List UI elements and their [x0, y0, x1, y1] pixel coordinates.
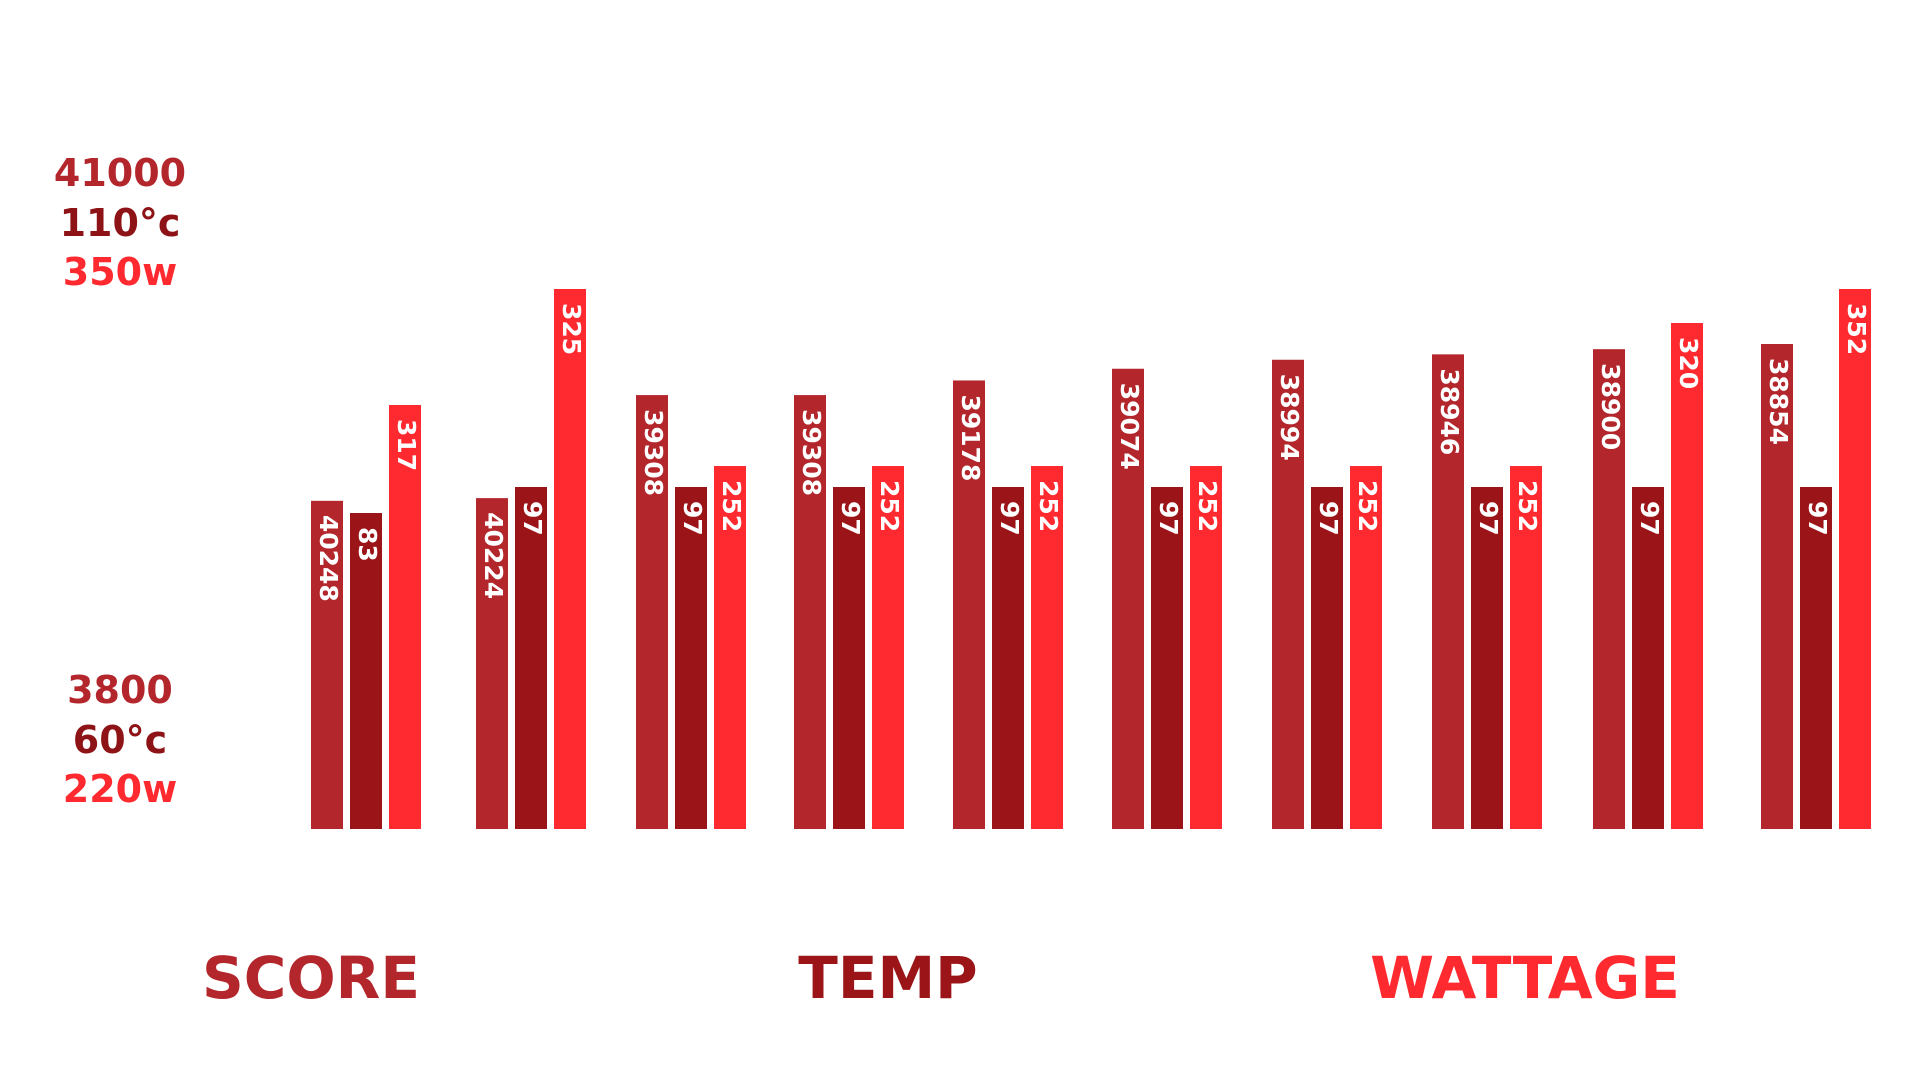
bar-label-wattage-7: 252 — [1353, 480, 1382, 532]
bar-label-score-4: 39308 — [797, 409, 826, 496]
bar-temp-3 — [675, 487, 707, 829]
bar-wattage-9 — [1671, 323, 1703, 829]
axis-min-label-temp: 60°c — [73, 718, 167, 762]
bar-score-7 — [1272, 359, 1304, 829]
bar-wattage-3 — [714, 466, 746, 829]
bar-label-score-9: 38900 — [1596, 363, 1625, 450]
bar-temp-9 — [1632, 487, 1664, 829]
bar-score-10 — [1761, 344, 1793, 829]
bar-temp-6 — [1151, 487, 1183, 829]
bar-label-wattage-4: 252 — [875, 480, 904, 532]
bar-label-wattage-9: 320 — [1674, 337, 1703, 389]
axis-max-label-temp: 110°c — [60, 201, 181, 245]
axis-min-label-score: 3800 — [67, 668, 173, 712]
bar-label-temp-5: 97 — [995, 501, 1024, 536]
legend-wattage: WATTAGE — [1370, 944, 1680, 1012]
bar-score-8 — [1432, 354, 1464, 829]
bar-wattage-5 — [1031, 466, 1063, 829]
bar-label-wattage-3: 252 — [717, 480, 746, 532]
bar-score-1 — [311, 500, 343, 829]
axis-max-label-score: 41000 — [54, 151, 186, 195]
legend-score: SCORE — [202, 944, 420, 1012]
bar-temp-7 — [1311, 487, 1343, 829]
bar-label-score-6: 39074 — [1115, 383, 1144, 470]
legend-temp: TEMP — [798, 944, 977, 1012]
bar-label-score-1: 40248 — [314, 515, 343, 602]
bar-label-wattage-8: 252 — [1513, 480, 1542, 532]
bar-score-2 — [476, 498, 508, 829]
bar-label-wattage-2: 325 — [557, 303, 586, 355]
bar-label-wattage-6: 252 — [1193, 480, 1222, 532]
axis-min-label-wattage: 220w — [63, 767, 177, 811]
bar-score-4 — [794, 395, 826, 829]
bar-wattage-1 — [389, 405, 421, 829]
bar-wattage-8 — [1510, 466, 1542, 829]
bar-temp-1 — [350, 513, 382, 829]
bar-wattage-6 — [1190, 466, 1222, 829]
bar-label-score-2: 40224 — [479, 512, 508, 599]
bar-wattage-2 — [554, 289, 586, 829]
bar-score-6 — [1112, 368, 1144, 829]
bar-temp-5 — [992, 487, 1024, 829]
bar-temp-2 — [515, 487, 547, 829]
bar-label-temp-10: 97 — [1803, 501, 1832, 536]
bar-score-5 — [953, 380, 985, 829]
bar-temp-4 — [833, 487, 865, 829]
bar-label-temp-1: 83 — [353, 527, 382, 562]
bar-label-wattage-5: 252 — [1034, 480, 1063, 532]
axis-labels: 41000 3800 110°c 60°c 350w 220w — [54, 151, 186, 811]
bar-label-temp-7: 97 — [1314, 501, 1343, 536]
bar-label-score-3: 39308 — [639, 409, 668, 496]
bar-label-score-10: 38854 — [1764, 358, 1793, 445]
bar-temp-8 — [1471, 487, 1503, 829]
bar-score-3 — [636, 395, 668, 829]
bar-label-temp-2: 97 — [518, 501, 547, 536]
bar-wattage-10 — [1839, 289, 1871, 829]
bar-label-wattage-1: 317 — [392, 419, 421, 471]
bar-label-score-5: 39178 — [956, 394, 985, 481]
bar-label-score-8: 38946 — [1435, 368, 1464, 455]
bar-label-wattage-10: 352 — [1842, 303, 1871, 355]
bar-wattage-4 — [872, 466, 904, 829]
bars: 40248 83 317 40224 97 325 39308 97 252 39308 97 252… — [311, 289, 1871, 829]
bar-score-9 — [1593, 349, 1625, 829]
bar-temp-10 — [1800, 487, 1832, 829]
bar-label-temp-4: 97 — [836, 501, 865, 536]
bar-wattage-7 — [1350, 466, 1382, 829]
bar-label-temp-3: 97 — [678, 501, 707, 536]
axis-max-label-wattage: 350w — [63, 250, 177, 294]
bar-label-temp-8: 97 — [1474, 501, 1503, 536]
legend: SCORE TEMP WATTAGE — [202, 944, 1680, 1012]
bar-label-temp-6: 97 — [1154, 501, 1183, 536]
bar-label-score-7: 38994 — [1275, 374, 1304, 461]
bar-label-temp-9: 97 — [1635, 501, 1664, 536]
